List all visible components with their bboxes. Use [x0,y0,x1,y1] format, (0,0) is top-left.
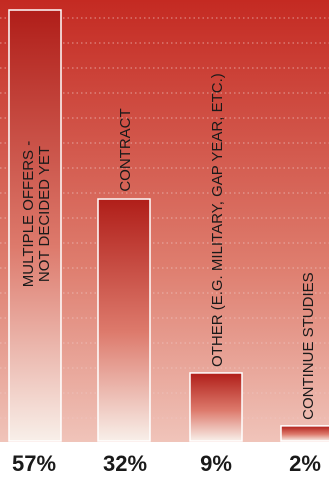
bar-label: CONTRACT [117,108,134,191]
bar-label: NOT DECIDED YET [36,146,53,282]
bar-label: OTHER (E.G. MILITARY, GAP YEAR, ETC.) [209,73,226,367]
value-label: 32% [103,451,147,476]
bars [8,9,329,442]
bar [8,9,62,442]
value-label: 2% [289,451,321,476]
bar-label: CONTINUE STUDIES [300,272,317,420]
bar-labels: MULTIPLE OFFERS - NOT DECIDED YET CONTRACT… [20,73,317,420]
bar [189,372,243,442]
bar-label: MULTIPLE OFFERS - [20,141,37,287]
bar [97,198,151,442]
value-label: 9% [200,451,232,476]
bar [280,425,329,442]
value-label-strip [0,442,329,482]
value-label: 57% [12,451,56,476]
value-labels: 57% 32% 9% 2% [12,451,321,476]
